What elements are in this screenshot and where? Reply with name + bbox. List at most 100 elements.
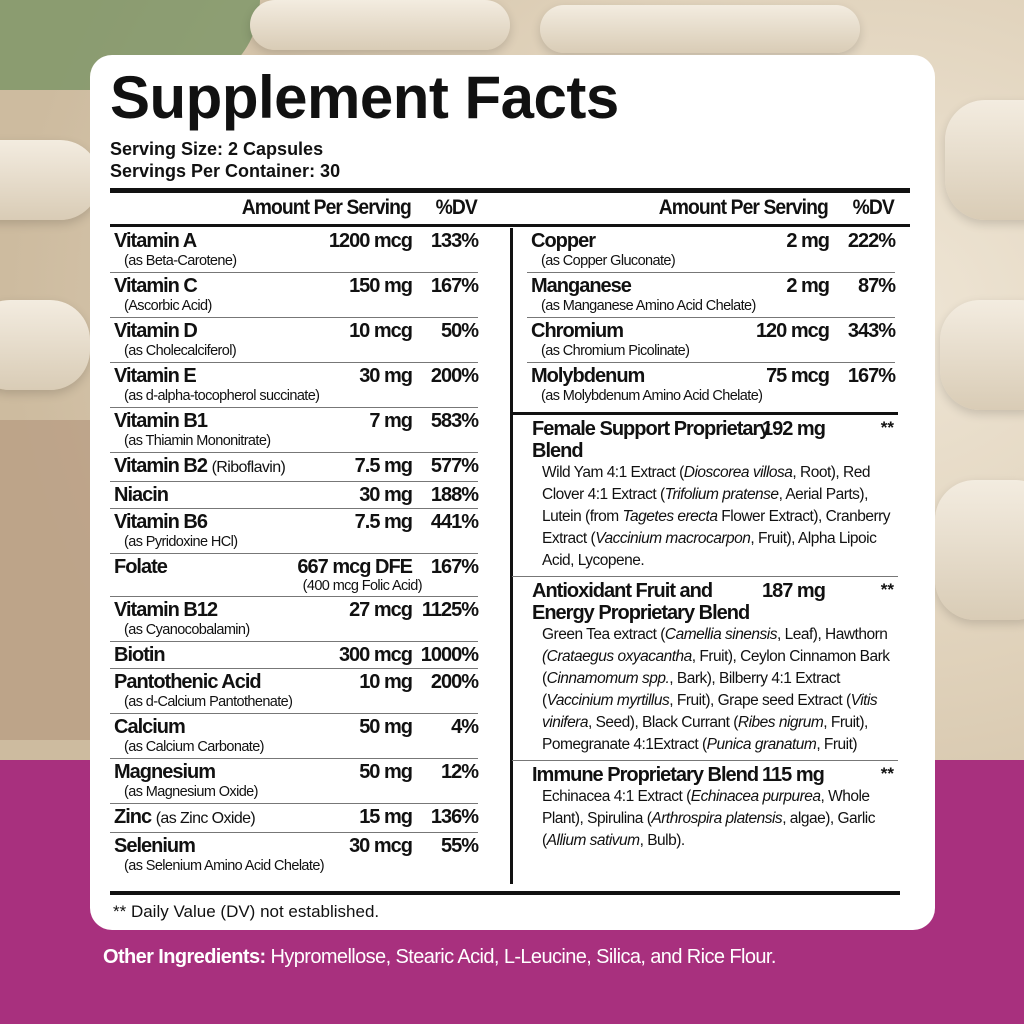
blend-row: Immune Proprietary Blend 115 mg ** Echinace… [512, 760, 898, 856]
ingredient-text: , Leaf), Hawthorn [777, 626, 888, 643]
nutrient-name-text: Vitamin B2 [114, 455, 208, 477]
nutrient-name: Vitamin B1 [114, 410, 478, 432]
nutrient-amount: 50 mg [359, 716, 413, 738]
ingredient-text: , Fruit), Grape seed Extract ( [669, 692, 851, 709]
nutrient-dv: 167% [430, 275, 479, 297]
nutrient-name-text: Selenium [114, 835, 196, 857]
nutrient-name-text: Folate [114, 556, 168, 578]
capsule-image [0, 300, 90, 390]
ingredient-text: Echinacea 4:1 Extract ( [542, 788, 691, 805]
nutrient-amount: 300 mcg [338, 644, 413, 666]
other-ingredients: Other Ingredients: Hypromellose, Stearic… [103, 946, 776, 969]
nutrient-name-text: Niacin [114, 484, 169, 506]
nutrient-amount: 10 mcg [349, 320, 413, 342]
nutrient-dv: 50% [440, 320, 479, 342]
nutrient-dv: 1000% [420, 644, 479, 666]
nutrient-name: Vitamin B6 [114, 511, 478, 533]
nutrient-name-text: Biotin [114, 644, 166, 666]
nutrient-amount: 27 mcg [349, 599, 413, 621]
blend-amount: 192 mg [762, 418, 826, 440]
nutrient-source: (as Zinc Oxide) [155, 810, 256, 827]
nutrient-name-text: Copper [531, 230, 596, 252]
ingredient-text: , Whole Plant), Spirulina ( [542, 788, 870, 827]
nutrient-row: Vitamin A (as Beta-Carotene) 1200 mcg 133% [110, 228, 479, 272]
ingredient-text: Arthrospira platensis [651, 810, 783, 827]
nutrient-dv: 133% [430, 230, 479, 252]
nutrient-dv: 222% [847, 230, 896, 252]
nutrient-amount: 2 mg [786, 275, 830, 297]
nutrient-dv: 87% [857, 275, 896, 297]
ingredient-text: , Bulb). [639, 832, 686, 849]
left-dv-header: %DV [435, 196, 478, 219]
right-nutrient-list: Copper (as Copper Gluconate) 2 mg 222% Manga… [527, 228, 896, 407]
nutrient-row: Manganese (as Manganese Amino Acid Chelat… [527, 272, 896, 317]
nutrient-row: Vitamin E (as d-alpha-tocopherol succinat… [110, 362, 479, 407]
nutrient-name-text: Vitamin E [114, 365, 197, 387]
nutrient-name: Copper [531, 230, 895, 252]
nutrient-source: (as Pyridoxine HCl) [124, 534, 238, 550]
nutrient-row: Biotin 300 mcg 1000% [110, 641, 479, 668]
blend-ingredients: Green Tea extract (Camellia sinensis, Le… [532, 624, 898, 756]
nutrient-amount: 7.5 mg [354, 511, 413, 533]
nutrient-name-text: Zinc [114, 806, 152, 828]
nutrient-dv: 1125% [421, 599, 479, 621]
blend-name: Immune Proprietary Blend [532, 764, 759, 786]
nutrient-row: Copper (as Copper Gluconate) 2 mg 222% [527, 228, 896, 272]
nutrient-name-text: Molybdenum [531, 365, 645, 387]
nutrient-amount: 30 mg [359, 365, 413, 387]
bottom-divider [110, 891, 900, 895]
nutrient-dv: 167% [847, 365, 896, 387]
nutrient-source: (Riboflavin) [211, 459, 286, 476]
nutrient-dv: 577% [430, 455, 479, 477]
blend-row: Antioxidant Fruit and Energy Proprietary… [512, 576, 898, 760]
nutrient-source: (as Beta-Carotene) [124, 253, 237, 269]
nutrient-name: Biotin [114, 644, 478, 666]
nutrient-dv: 441% [430, 511, 479, 533]
ingredient-text: , algae), Garlic ( [542, 810, 875, 849]
nutrient-name: Vitamin D [114, 320, 478, 342]
nutrient-amount: 7.5 mg [354, 455, 413, 477]
nutrient-amount: 75 mcg [766, 365, 830, 387]
nutrient-name: Chromium [531, 320, 895, 342]
ingredient-text: Punica granatum [706, 736, 817, 753]
nutrient-row: Chromium (as Chromium Picolinate) 120 mcg 3… [527, 317, 896, 362]
nutrient-row: Vitamin B2 (Riboflavin) 7.5 mg 577% [110, 452, 479, 481]
blend-dv: ** [880, 580, 894, 599]
nutrient-amount: 667 mcg DFE [297, 556, 413, 578]
nutrient-source: (Ascorbic Acid) [124, 298, 212, 314]
nutrient-row: Vitamin B1 (as Thiamin Mononitrate) 7 mg 58… [110, 407, 479, 452]
nutrient-amount: 30 mcg [349, 835, 413, 857]
ingredient-text: Flower Extract), Cranberry Extract ( [542, 508, 891, 547]
nutrient-name-text: Manganese [531, 275, 632, 297]
nutrient-row: Pantothenic Acid (as d-Calcium Pantothena… [110, 668, 479, 713]
ingredient-text: Ribes nigrum [737, 714, 824, 731]
nutrient-amount: 150 mg [349, 275, 413, 297]
nutrient-dv: 4% [451, 716, 479, 738]
nutrient-source: (as Molybdenum Amino Acid Chelate) [541, 388, 763, 404]
nutrient-amount: 30 mg [359, 484, 413, 506]
nutrient-row: Vitamin D (as Cholecalciferol) 10 mcg 50% [110, 317, 479, 362]
nutrient-dv: 167% [430, 556, 479, 578]
nutrient-dv: 343% [847, 320, 896, 342]
nutrient-name: Folate [114, 556, 478, 578]
nutrient-amount: 120 mcg [755, 320, 830, 342]
nutrient-row: Niacin 30 mg 188% [110, 481, 479, 508]
nutrient-name-text: Vitamin B12 [114, 599, 218, 621]
ingredient-text: Vitis vinifera [542, 692, 878, 731]
ingredient-text: , Fruit) [816, 736, 858, 753]
blend-amount: 115 mg [762, 764, 825, 786]
nutrient-source: (as d-Calcium Pantothenate) [124, 694, 293, 710]
nutrient-name: Zinc (as Zinc Oxide) [114, 806, 478, 830]
capsule-image [250, 0, 510, 50]
nutrient-row: Molybdenum (as Molybdenum Amino Acid Chel… [527, 362, 896, 407]
nutrient-amount-note: (400 mcg Folic Acid) [302, 578, 423, 594]
nutrient-row: Vitamin B6 (as Pyridoxine HCl) 7.5 mg 441% [110, 508, 479, 553]
nutrient-name-text: Vitamin A [114, 230, 197, 252]
nutrient-amount: 1200 mcg [328, 230, 413, 252]
ingredient-text: , Fruit), Alpha Lipoic Acid, Lycopene. [542, 530, 877, 569]
nutrient-name: Vitamin E [114, 365, 478, 387]
capsule-image [940, 300, 1024, 410]
wood-image [0, 420, 90, 740]
capsule-image [945, 100, 1024, 220]
capsule-image [0, 140, 100, 220]
